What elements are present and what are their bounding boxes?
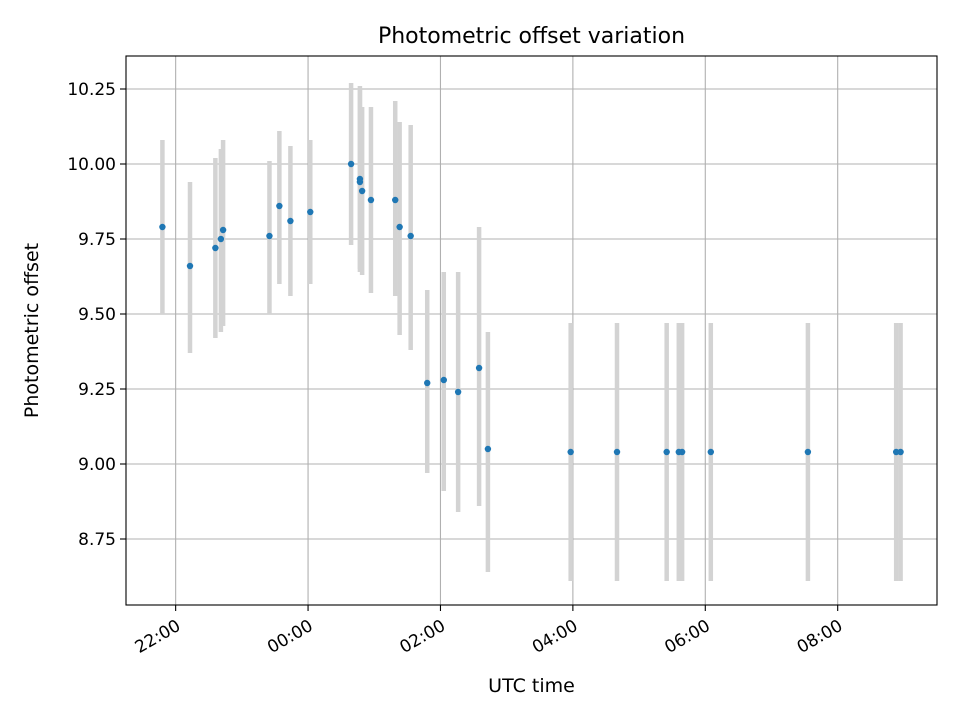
data-point <box>396 223 403 231</box>
data-point <box>484 445 492 453</box>
data-point <box>356 178 364 186</box>
data-point <box>454 388 462 396</box>
data-point <box>217 235 225 243</box>
y-tick-label: 9.25 <box>78 380 116 400</box>
x-axis-label: UTC time <box>488 675 575 697</box>
chart-title: Photometric offset variation <box>378 24 685 49</box>
y-tick-label: 10.25 <box>67 80 116 100</box>
data-point <box>707 448 715 456</box>
data-point <box>804 448 812 456</box>
data-point <box>287 217 294 225</box>
data-point <box>186 262 194 270</box>
data-point <box>367 196 375 204</box>
y-tick-label: 9.00 <box>78 455 116 475</box>
data-point <box>212 244 219 252</box>
data-point <box>219 226 227 234</box>
data-point <box>424 379 431 387</box>
data-points <box>159 160 904 456</box>
data-point <box>276 202 283 210</box>
data-point <box>567 448 574 456</box>
data-point <box>613 448 621 456</box>
ticks: 22:00 00:00 02:00 04:00 06:00 08:008.759.009.… <box>67 80 846 658</box>
y-tick-label: 9.50 <box>78 305 116 325</box>
data-point <box>266 232 273 240</box>
y-tick-label: 8.75 <box>78 530 116 550</box>
data-point <box>347 160 355 168</box>
data-point <box>159 223 166 231</box>
data-point <box>897 448 904 456</box>
data-point <box>475 364 483 372</box>
data-point <box>678 448 686 456</box>
y-tick-label: 9.75 <box>78 230 116 250</box>
data-point <box>358 187 366 195</box>
data-point <box>440 376 447 384</box>
grid <box>126 56 937 605</box>
data-point <box>407 232 414 240</box>
y-axis-label: Photometric offset <box>21 243 43 418</box>
data-point <box>892 448 900 456</box>
data-point <box>392 196 399 204</box>
plot-frame <box>125 55 938 606</box>
y-tick-label: 10.00 <box>67 155 116 175</box>
data-point <box>307 208 314 216</box>
data-point <box>663 448 670 456</box>
